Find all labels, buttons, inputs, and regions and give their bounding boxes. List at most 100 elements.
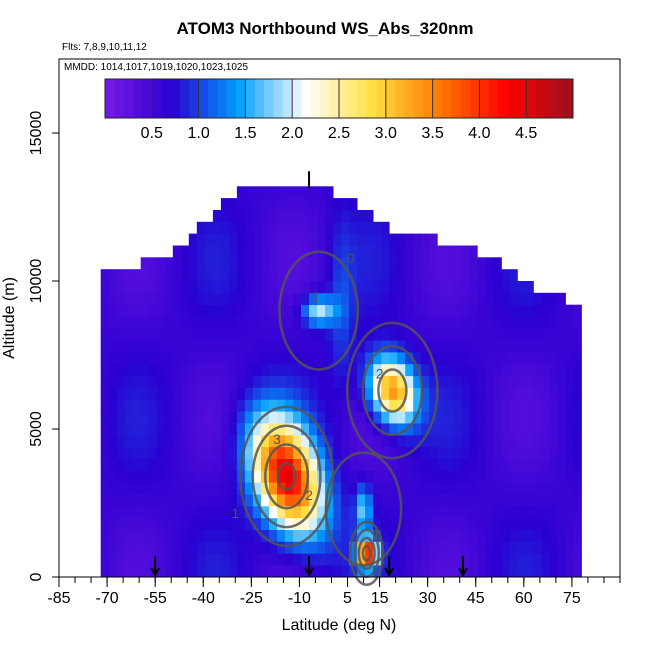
heatmap-cell bbox=[196, 304, 206, 317]
heatmap-cell bbox=[277, 375, 286, 388]
heatmap-cell bbox=[413, 434, 422, 448]
heatmap-cell bbox=[164, 281, 174, 294]
heatmap-cell bbox=[525, 375, 534, 388]
heatmap-cell bbox=[228, 553, 238, 566]
heatmap-cell bbox=[244, 352, 254, 365]
heatmap-cell bbox=[309, 423, 318, 436]
heatmap-cell bbox=[485, 541, 494, 554]
heatmap-cell bbox=[373, 340, 382, 353]
heatmap-cell bbox=[477, 316, 486, 329]
heatmap-cell bbox=[397, 316, 406, 329]
heatmap-cell bbox=[437, 257, 446, 270]
heatmap-cell bbox=[485, 470, 494, 483]
colorbar-swatch bbox=[329, 79, 340, 118]
heatmap-cell bbox=[196, 553, 206, 566]
heatmap-cell bbox=[541, 446, 550, 459]
heatmap-cell bbox=[244, 186, 254, 199]
heatmap-cell bbox=[309, 328, 318, 341]
heatmap-cell bbox=[381, 529, 390, 542]
heatmap-cell bbox=[453, 363, 462, 377]
heatmap-cell bbox=[244, 494, 254, 507]
heatmap-cell bbox=[381, 506, 390, 519]
heatmap-cell bbox=[188, 434, 198, 448]
heatmap-cell bbox=[244, 316, 254, 329]
heatmap-cell bbox=[541, 375, 550, 388]
heatmap-cell bbox=[261, 292, 270, 305]
colorbar-swatch bbox=[423, 79, 434, 118]
heatmap-cell bbox=[204, 328, 214, 341]
heatmap-cell bbox=[501, 352, 510, 365]
heatmap-cell bbox=[132, 363, 142, 377]
heatmap-cell bbox=[244, 340, 254, 353]
heatmap-cell bbox=[180, 399, 190, 412]
heatmap-cell bbox=[517, 517, 526, 530]
heatmap-cell bbox=[156, 494, 166, 507]
heatmap-cell bbox=[172, 281, 182, 294]
heatmap-cell bbox=[469, 304, 478, 317]
heatmap-cell bbox=[220, 221, 230, 234]
heatmap-cell bbox=[309, 482, 318, 495]
heatmap-cell bbox=[293, 446, 302, 459]
colorbar-swatch bbox=[367, 79, 377, 118]
heatmap-cell bbox=[212, 399, 222, 412]
heatmap-cell bbox=[349, 292, 358, 305]
heatmap-cell bbox=[517, 375, 526, 388]
heatmap-cell bbox=[277, 245, 286, 258]
colorbar-tick-label: 1.0 bbox=[187, 125, 209, 142]
heatmap-cell bbox=[501, 446, 510, 459]
heatmap-cell bbox=[277, 529, 286, 542]
heatmap-cell bbox=[373, 233, 382, 246]
heatmap-cell bbox=[244, 233, 254, 246]
heatmap-cell bbox=[573, 328, 582, 341]
heatmap-cell bbox=[549, 304, 558, 317]
heatmap-cell bbox=[204, 316, 214, 329]
colorbar-tick-label: 2.0 bbox=[281, 125, 303, 142]
heatmap-cell bbox=[301, 221, 310, 234]
heatmap-cell bbox=[180, 423, 190, 436]
heatmap-cell bbox=[325, 458, 334, 471]
heatmap-cell bbox=[573, 387, 582, 400]
heatmap-cell bbox=[100, 352, 110, 365]
colorbar-tick-label: 3.5 bbox=[421, 125, 443, 142]
heatmap-cell bbox=[148, 340, 158, 353]
heatmap-cell bbox=[557, 482, 566, 495]
heatmap-cell bbox=[485, 387, 494, 400]
heatmap-cell bbox=[333, 423, 342, 436]
heatmap-cell bbox=[100, 292, 110, 305]
heatmap-cell bbox=[325, 340, 334, 353]
heatmap-cell bbox=[461, 399, 470, 412]
heatmap-cell bbox=[429, 434, 438, 448]
heatmap-cell bbox=[244, 292, 254, 305]
heatmap-cell bbox=[309, 198, 318, 211]
heatmap-cell bbox=[341, 316, 350, 329]
heatmap-cell bbox=[228, 269, 238, 282]
heatmap-cell bbox=[156, 565, 166, 578]
heatmap-cell bbox=[325, 541, 334, 554]
heatmap-cell bbox=[309, 387, 318, 400]
heatmap-cell bbox=[252, 506, 262, 519]
heatmap-cell bbox=[269, 281, 278, 294]
heatmap-cell bbox=[236, 210, 246, 223]
heatmap-cell bbox=[549, 363, 558, 377]
heatmap-cell bbox=[172, 411, 182, 424]
heatmap-cell bbox=[108, 458, 118, 471]
heatmap-cell bbox=[180, 446, 190, 459]
colorbar-swatch bbox=[320, 79, 331, 118]
heatmap-cell bbox=[140, 434, 150, 448]
heatmap-cell bbox=[501, 470, 510, 483]
heatmap-cell bbox=[228, 257, 238, 270]
heatmap-cell bbox=[349, 316, 358, 329]
heatmap-cell bbox=[261, 375, 270, 388]
heatmap-cell bbox=[172, 553, 182, 566]
heatmap-cell bbox=[341, 482, 350, 495]
heatmap-cell bbox=[493, 399, 502, 412]
heatmap-cell bbox=[204, 221, 214, 234]
heatmap-cell bbox=[212, 458, 222, 471]
heatmap-cell bbox=[477, 292, 486, 305]
heatmap-cell bbox=[477, 269, 486, 282]
colorbar-tick-label: 4.0 bbox=[468, 125, 490, 142]
heatmap-cell bbox=[325, 517, 334, 530]
heatmap-cell bbox=[413, 316, 422, 329]
heatmap-cell bbox=[252, 221, 262, 234]
heatmap-cell bbox=[116, 458, 126, 471]
